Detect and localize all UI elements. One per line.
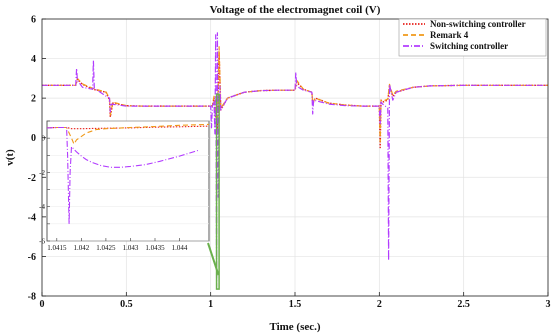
inset-x-tick-label: 1.0425 xyxy=(96,244,116,252)
x-tick-label: 1 xyxy=(208,299,213,310)
y-tick-label: 0 xyxy=(31,133,36,144)
y-tick-label: -8 xyxy=(28,292,36,303)
inset-x-tick-label: 1.044 xyxy=(172,244,188,252)
legend-label-remark-4: Remark 4 xyxy=(430,30,469,40)
y-axis-label: v(t) xyxy=(4,149,16,166)
y-tick-label: 6 xyxy=(31,15,36,26)
x-tick-label: 2.5 xyxy=(457,299,470,310)
legend-label-non-switching: Non-switching controller xyxy=(430,19,526,29)
chart-title: Voltage of the electromagnet coil (V) xyxy=(210,4,381,16)
inset-plot: 1.0415 1.042 1.0425 1.043 1.0435 1.044-6-4-20 xyxy=(39,121,209,252)
inset-x-tick-label: 1.0415 xyxy=(47,244,67,252)
inset-x-tick-label: 1.042 xyxy=(73,244,89,252)
inset-x-tick-label: 1.0435 xyxy=(145,244,165,252)
x-axis-label: Time (sec.) xyxy=(269,321,320,333)
legend-label-switching: Switching controller xyxy=(430,41,508,51)
x-tick-label: 1.5 xyxy=(289,299,302,310)
x-tick-label: 3 xyxy=(546,299,551,310)
y-tick-label: -2 xyxy=(28,173,36,184)
legend: Non-switching controller Remark 4 Switch… xyxy=(399,19,546,56)
y-tick-label: 2 xyxy=(31,94,36,105)
x-tick-label: 0.5 xyxy=(120,299,133,310)
y-tick-label: -6 xyxy=(28,252,36,263)
y-tick-label: 4 xyxy=(31,54,36,65)
inset-x-tick-label: 1.043 xyxy=(123,244,139,252)
x-tick-label: 0 xyxy=(40,299,45,310)
y-tick-label: -4 xyxy=(28,212,36,223)
x-tick-label: 2 xyxy=(377,299,382,310)
